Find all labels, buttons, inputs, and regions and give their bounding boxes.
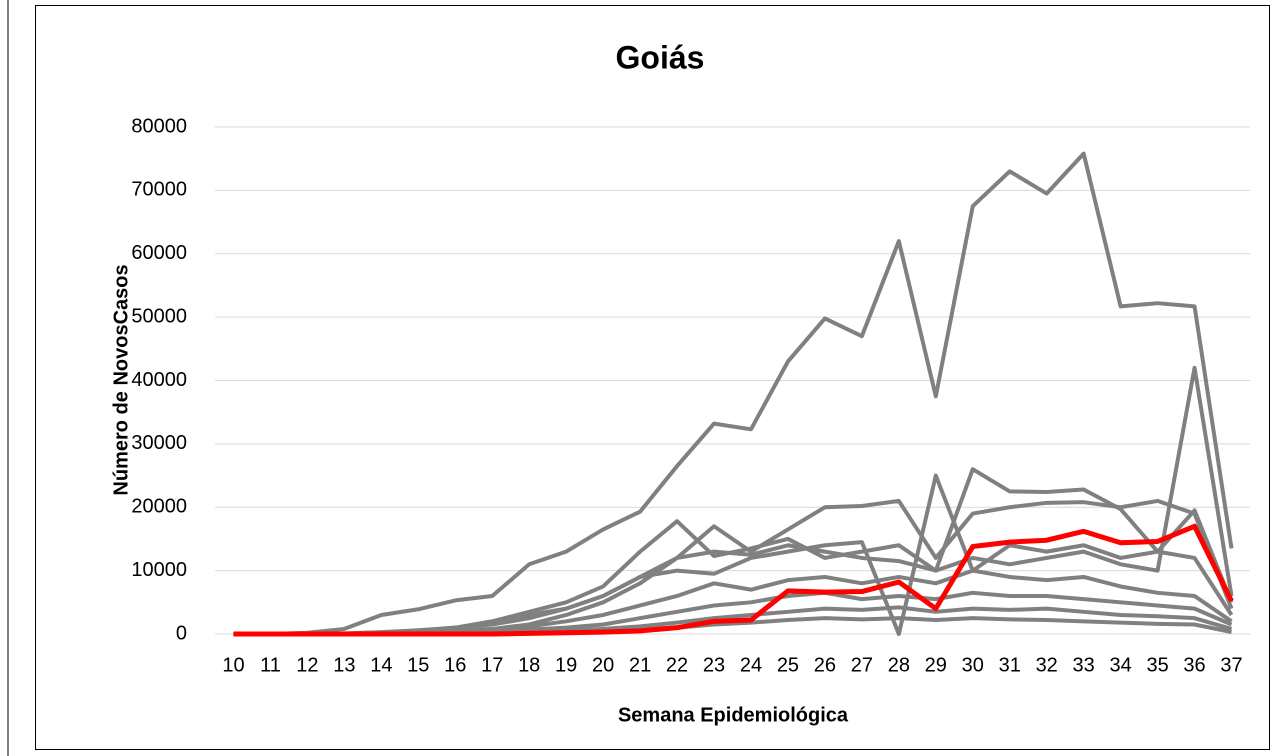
chart-title: Goiás (616, 39, 705, 75)
x-tick-label: 14 (370, 654, 392, 676)
x-tick-label: 20 (592, 654, 614, 676)
x-tick-label: 28 (888, 654, 910, 676)
x-tick-label: 33 (1073, 654, 1095, 676)
x-tick-label: 23 (703, 654, 725, 676)
y-tick-label: 50000 (131, 305, 187, 327)
x-tick-label: 19 (555, 654, 577, 676)
y-tick-label: 80000 (131, 115, 187, 137)
x-tick-label: 18 (518, 654, 540, 676)
x-tick-label: 24 (740, 654, 762, 676)
x-tick-label: 11 (260, 654, 281, 676)
y-axis-title: Número de NovosCasos (110, 264, 132, 495)
y-tick-label: 0 (176, 622, 187, 644)
x-tick-label: 30 (962, 654, 984, 676)
x-tick-label: 37 (1220, 654, 1242, 676)
x-tick-label: 32 (1036, 654, 1058, 676)
x-tick-label: 26 (814, 654, 836, 676)
x-tick-label: 31 (999, 654, 1021, 676)
chart-frame (35, 5, 1270, 750)
x-tick-label: 22 (666, 654, 688, 676)
x-tick-label: 25 (777, 654, 799, 676)
x-tick-label: 21 (629, 654, 651, 676)
x-tick-label: 34 (1110, 654, 1132, 676)
x-tick-label: 27 (851, 654, 873, 676)
y-tick-label: 30000 (131, 432, 187, 454)
x-tick-label: 17 (481, 654, 503, 676)
x-tick-label: 12 (296, 654, 318, 676)
x-tick-label: 29 (925, 654, 947, 676)
x-tick-label: 16 (444, 654, 466, 676)
x-tick-label: 10 (222, 654, 244, 676)
y-tick-label: 70000 (131, 179, 187, 201)
x-tick-label: 35 (1146, 654, 1168, 676)
series-line (233, 151, 1234, 636)
x-tick-label: 36 (1183, 654, 1205, 676)
y-tick-label: 40000 (131, 369, 187, 391)
x-tick-label: 13 (333, 654, 355, 676)
x-axis-title: Semana Epidemiológica (618, 704, 849, 726)
series-line (233, 523, 1234, 637)
y-tick-label: 60000 (131, 242, 187, 264)
y-tick-label: 20000 (131, 496, 187, 518)
y-tick-label: 10000 (131, 559, 187, 581)
x-tick-label: 15 (407, 654, 429, 676)
